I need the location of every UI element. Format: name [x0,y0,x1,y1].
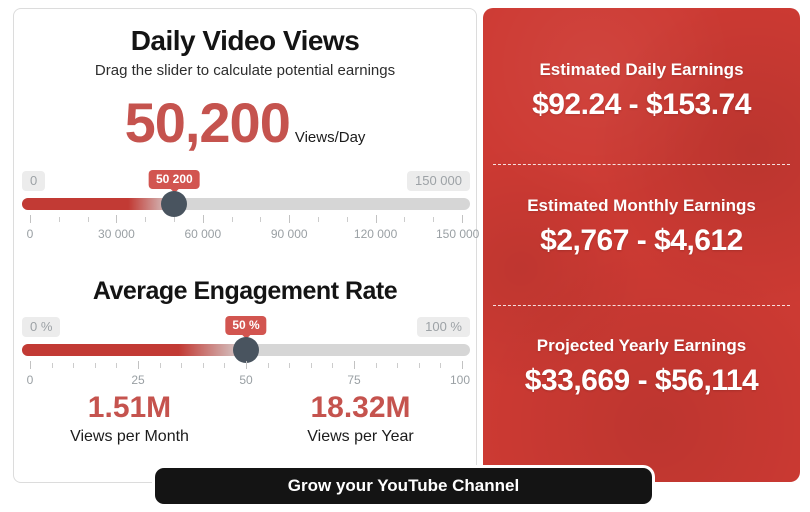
daily-earnings-range: $92.24 - $153.74 [532,88,751,121]
yearly-earnings-section: Projected Yearly Earnings $33,669 - $56,… [483,306,800,482]
tick-label: 50 [239,373,253,387]
views-slider-ticks [30,215,463,224]
daily-earnings-label: Estimated Daily Earnings [539,60,744,79]
dashed-divider [493,305,790,306]
monthly-earnings-section: Estimated Monthly Earnings $2,767 - $4,6… [483,165,800,305]
earnings-panel: Estimated Daily Earnings $92.24 - $153.7… [483,8,800,482]
views-slider-max-label: 150 000 [407,171,470,191]
tick-label: 120 000 [353,227,398,241]
views-slider-value-tooltip: 50 200 [148,170,200,189]
engagement-slider-handle[interactable] [233,337,259,363]
projection-stats: 1.51M Views per Month 18.32M Views per Y… [14,391,476,446]
engagement-slider-value-tooltip: 50 % [225,316,267,335]
yearly-earnings-range: $33,669 - $56,114 [524,364,759,397]
views-slider-min-label: 0 [22,171,46,191]
tick-label: 90 000 [270,227,308,241]
engagement-title: Average Engagement Rate [92,277,398,305]
daily-views-unit: Views/Day [294,129,366,146]
card-subtitle: Drag the slider to calculate potential e… [94,62,396,79]
tick-label: 60 000 [184,227,222,241]
engagement-slider-ticks [30,361,463,370]
views-slider-handle[interactable] [161,191,188,217]
monthly-earnings-label: Estimated Monthly Earnings [527,196,756,215]
tick-label: 0 [26,227,34,241]
daily-earnings-section: Estimated Daily Earnings $92.24 - $153.7… [483,8,800,164]
engagement-slider-track[interactable] [22,337,470,363]
views-calculator-card: Daily Video Views Drag the slider to cal… [13,8,480,483]
monthly-views-stat: 1.51M Views per Month [14,391,245,446]
monthly-views-label: Views per Month [70,428,189,445]
tick-label: 0 [26,373,34,387]
dashed-divider [493,164,790,165]
views-slider-fill [22,198,175,210]
views-slider: 0 150 000 50 200 0 30 000 60 000 90 000 … [22,170,480,245]
engagement-slider-fill [22,344,246,356]
engagement-slider: 0 % 100 % 50 % 0 25 50 75 100 [22,316,470,391]
engagement-slider-max-label: 100 % [417,317,470,337]
daily-views-value: 50,200 [124,91,291,154]
tick-label: 25 [131,373,145,387]
tick-label: 150 000 [435,227,480,241]
monthly-earnings-range: $2,767 - $4,612 [540,224,743,257]
views-slider-tick-labels: 0 30 000 60 000 90 000 120 000 150 000 [26,227,480,242]
tick-label: 30 000 [98,227,135,241]
yearly-views-value: 18.32M [310,391,411,424]
engagement-slider-min-label: 0 % [22,317,61,337]
yearly-earnings-label: Projected Yearly Earnings [536,336,747,355]
views-slider-track[interactable] [22,191,470,217]
card-title: Daily Video Views [130,25,360,56]
daily-views-readout: 50,200 Views/Day [14,89,476,153]
monthly-views-value: 1.51M [87,391,172,424]
yearly-views-label: Views per Year [307,428,414,445]
grow-channel-button[interactable]: Grow your YouTube Channel [155,468,652,504]
tick-label: 75 [347,373,361,387]
tick-label: 100 [449,373,471,387]
engagement-slider-tick-labels: 0 25 50 75 100 [26,373,470,388]
yearly-views-stat: 18.32M Views per Year [245,391,476,446]
